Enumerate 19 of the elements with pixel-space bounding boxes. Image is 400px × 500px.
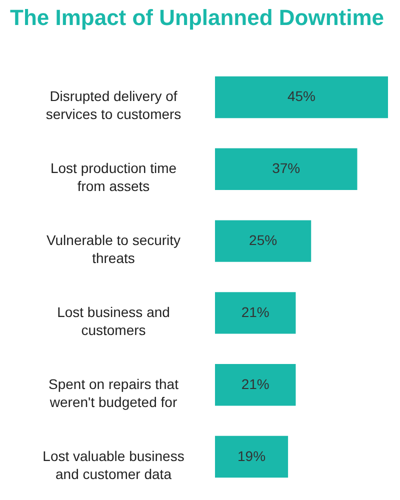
y-tick-label: Lost valuable business and customer data bbox=[42, 448, 184, 482]
y-tick-label: Vulnerable to security threats bbox=[46, 232, 181, 266]
bar bbox=[215, 220, 312, 262]
data-label: 37% bbox=[272, 160, 300, 176]
data-label: 25% bbox=[249, 232, 278, 248]
y-tick-label: Spent on repairs that weren't budgeted for bbox=[48, 376, 179, 410]
bar bbox=[215, 76, 388, 118]
data-label: 19% bbox=[238, 448, 266, 464]
y-tick-label: Disrupted delivery of services to customers bbox=[46, 88, 182, 122]
data-label: 21% bbox=[241, 376, 270, 392]
data-label: 45% bbox=[287, 88, 316, 104]
bar bbox=[215, 292, 296, 334]
y-tick-label: Lost business and customers bbox=[57, 304, 170, 338]
bar bbox=[215, 148, 358, 190]
y-tick-label: Lost production time from assets bbox=[50, 160, 177, 194]
chart-title: The Impact of Unplanned Downtime bbox=[10, 5, 384, 30]
data-label: 21% bbox=[241, 304, 270, 320]
bar bbox=[215, 436, 288, 478]
bar bbox=[215, 364, 296, 406]
